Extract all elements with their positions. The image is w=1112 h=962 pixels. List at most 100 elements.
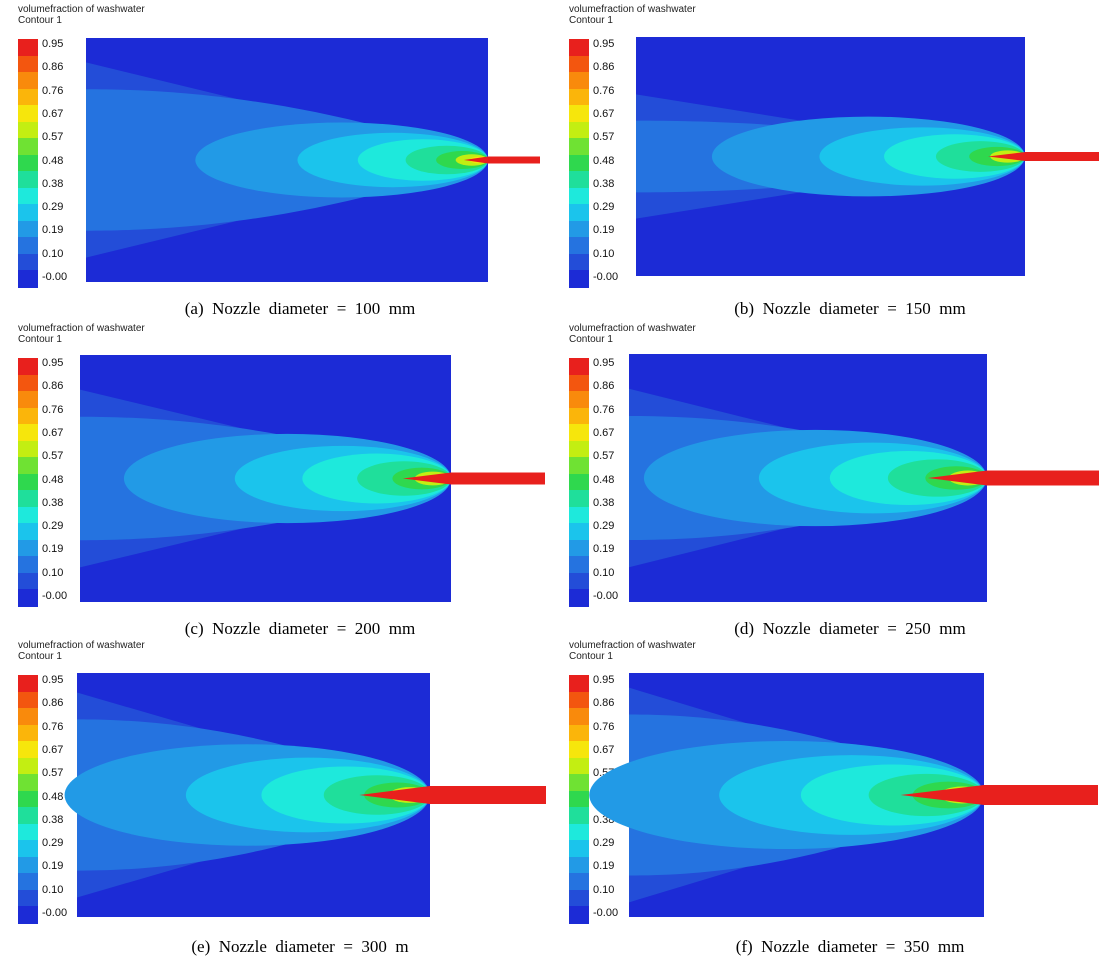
colorbar-segment — [569, 889, 589, 908]
colorbar-tick-label: 0.76 — [593, 403, 615, 416]
colorbar-segment — [569, 105, 589, 123]
colorbar-segment — [569, 270, 589, 288]
colorbar-tick-label: 0.10 — [42, 566, 64, 579]
colorbar-tick-label: 0.19 — [593, 860, 615, 873]
jet-core — [463, 156, 488, 164]
colorbar-tick-label: 0.76 — [42, 403, 64, 416]
nozzle-jet — [1025, 152, 1099, 161]
colorbar-segment — [18, 121, 38, 139]
colorbar-segment — [569, 121, 589, 139]
colorbar-segment — [18, 873, 38, 891]
colorbar-segment — [18, 473, 38, 491]
colorbar-tick-label: 0.19 — [593, 224, 615, 237]
colorbar-segment — [18, 889, 38, 908]
colorbar-segment — [569, 757, 589, 775]
colorbar-segment — [569, 473, 589, 491]
colorbar — [569, 358, 589, 607]
colorbar-segment — [569, 424, 589, 442]
colorbar — [18, 39, 38, 288]
colorbar-segment — [569, 490, 589, 508]
colorbar-segment — [18, 72, 38, 90]
colorbar-tick-label: 0.19 — [42, 543, 64, 556]
colorbar-tick-label: 0.57 — [42, 450, 64, 463]
colorbar-segment — [18, 708, 38, 726]
colorbar-tick-label: -0.00 — [593, 907, 619, 919]
colorbar-segment — [18, 358, 38, 376]
colorbar-tick-label: 0.29 — [42, 837, 64, 850]
colorbar-tick-label: 0.38 — [42, 177, 64, 190]
colorbar-tick-label: 0.38 — [42, 496, 64, 509]
colorbar-tick-label: 0.67 — [593, 743, 615, 756]
nozzle-jet — [451, 472, 545, 485]
colorbar-segment — [18, 572, 38, 591]
colorbar-segment — [569, 72, 589, 90]
colorbar-segment — [569, 55, 589, 73]
contour-domain — [86, 38, 540, 282]
colorbar-segment — [569, 88, 589, 106]
colorbar-tick-label: 0.95 — [593, 357, 615, 369]
colorbar-tick-label: 0.10 — [593, 566, 615, 579]
colorbar-segment — [569, 237, 589, 255]
colorbar-tick-label: 0.95 — [593, 38, 615, 50]
colorbar — [18, 358, 38, 607]
colorbar-tick-label: 0.95 — [42, 38, 64, 50]
colorbar-segment — [569, 187, 589, 205]
colorbar-segment — [18, 741, 38, 759]
colorbar-tick-label: 0.67 — [42, 426, 64, 439]
colorbar-tick-label: 0.48 — [42, 790, 64, 803]
jet-core — [927, 470, 987, 486]
colorbar-segment — [569, 675, 589, 693]
colorbar-segment — [569, 708, 589, 726]
colorbar-segment — [18, 675, 38, 693]
colorbar-segment — [569, 572, 589, 591]
colorbar-tick-label: 0.57 — [593, 450, 615, 463]
colorbar-segment — [569, 840, 589, 858]
colorbar-tick-label: 0.67 — [42, 107, 64, 120]
colorbar-segment — [569, 906, 589, 924]
colorbar-segment — [569, 358, 589, 376]
colorbar-tick-label: 0.57 — [42, 767, 64, 780]
colorbar — [569, 675, 589, 924]
colorbar-segment — [18, 55, 38, 73]
colorbar-tick-label: 0.95 — [42, 357, 64, 369]
colorbar — [569, 39, 589, 288]
colorbar-segment — [18, 823, 38, 841]
colorbar-segment — [569, 556, 589, 574]
legend-variable-label: volumefraction of washwater — [569, 323, 696, 334]
colorbar-tick-label: 0.86 — [42, 380, 64, 393]
colorbar-tick-label: 0.10 — [42, 247, 64, 260]
colorbar-segment — [18, 724, 38, 742]
colorbar-tick-label: 0.67 — [593, 107, 615, 120]
colorbar-tick-label: 0.19 — [42, 860, 64, 873]
panel-caption: (f) Nozzle diameter = 350 mm — [735, 937, 965, 956]
colorbar-segment — [18, 506, 38, 524]
colorbar-segment — [18, 171, 38, 189]
legend-variable-label: volumefraction of washwater — [18, 640, 145, 651]
colorbar-segment — [569, 873, 589, 891]
legend-variable-label: volumefraction of washwater — [569, 4, 696, 15]
colorbar-tick-label: 0.57 — [42, 131, 64, 144]
jet-core — [900, 785, 984, 805]
colorbar-tick-label: 0.76 — [593, 720, 615, 733]
colorbar-segment — [18, 807, 38, 825]
colorbar-tick-label: -0.00 — [42, 907, 68, 919]
colorbar-tick-label: 0.29 — [42, 201, 64, 214]
colorbar-tick-label: 0.67 — [42, 743, 64, 756]
colorbar-tick-label: 0.48 — [42, 473, 64, 486]
colorbar-tick-label: 0.86 — [42, 61, 64, 74]
colorbar-segment — [569, 741, 589, 759]
colorbar-tick-label: 0.38 — [42, 813, 64, 826]
colorbar — [18, 675, 38, 924]
colorbar-segment — [569, 856, 589, 874]
colorbar-segment — [18, 154, 38, 172]
colorbar-tick-label: 0.76 — [42, 84, 64, 97]
colorbar-tick-label: -0.00 — [593, 590, 619, 602]
colorbar-segment — [18, 790, 38, 808]
panel-caption: (e) Nozzle diameter = 300 m — [191, 937, 409, 956]
contour-domain — [636, 37, 1099, 276]
colorbar-tick-label: 0.29 — [593, 837, 615, 850]
colorbar-segment — [18, 407, 38, 425]
nozzle-jet — [987, 470, 1099, 486]
colorbar-tick-label: 0.10 — [593, 883, 615, 896]
colorbar-segment — [569, 440, 589, 458]
